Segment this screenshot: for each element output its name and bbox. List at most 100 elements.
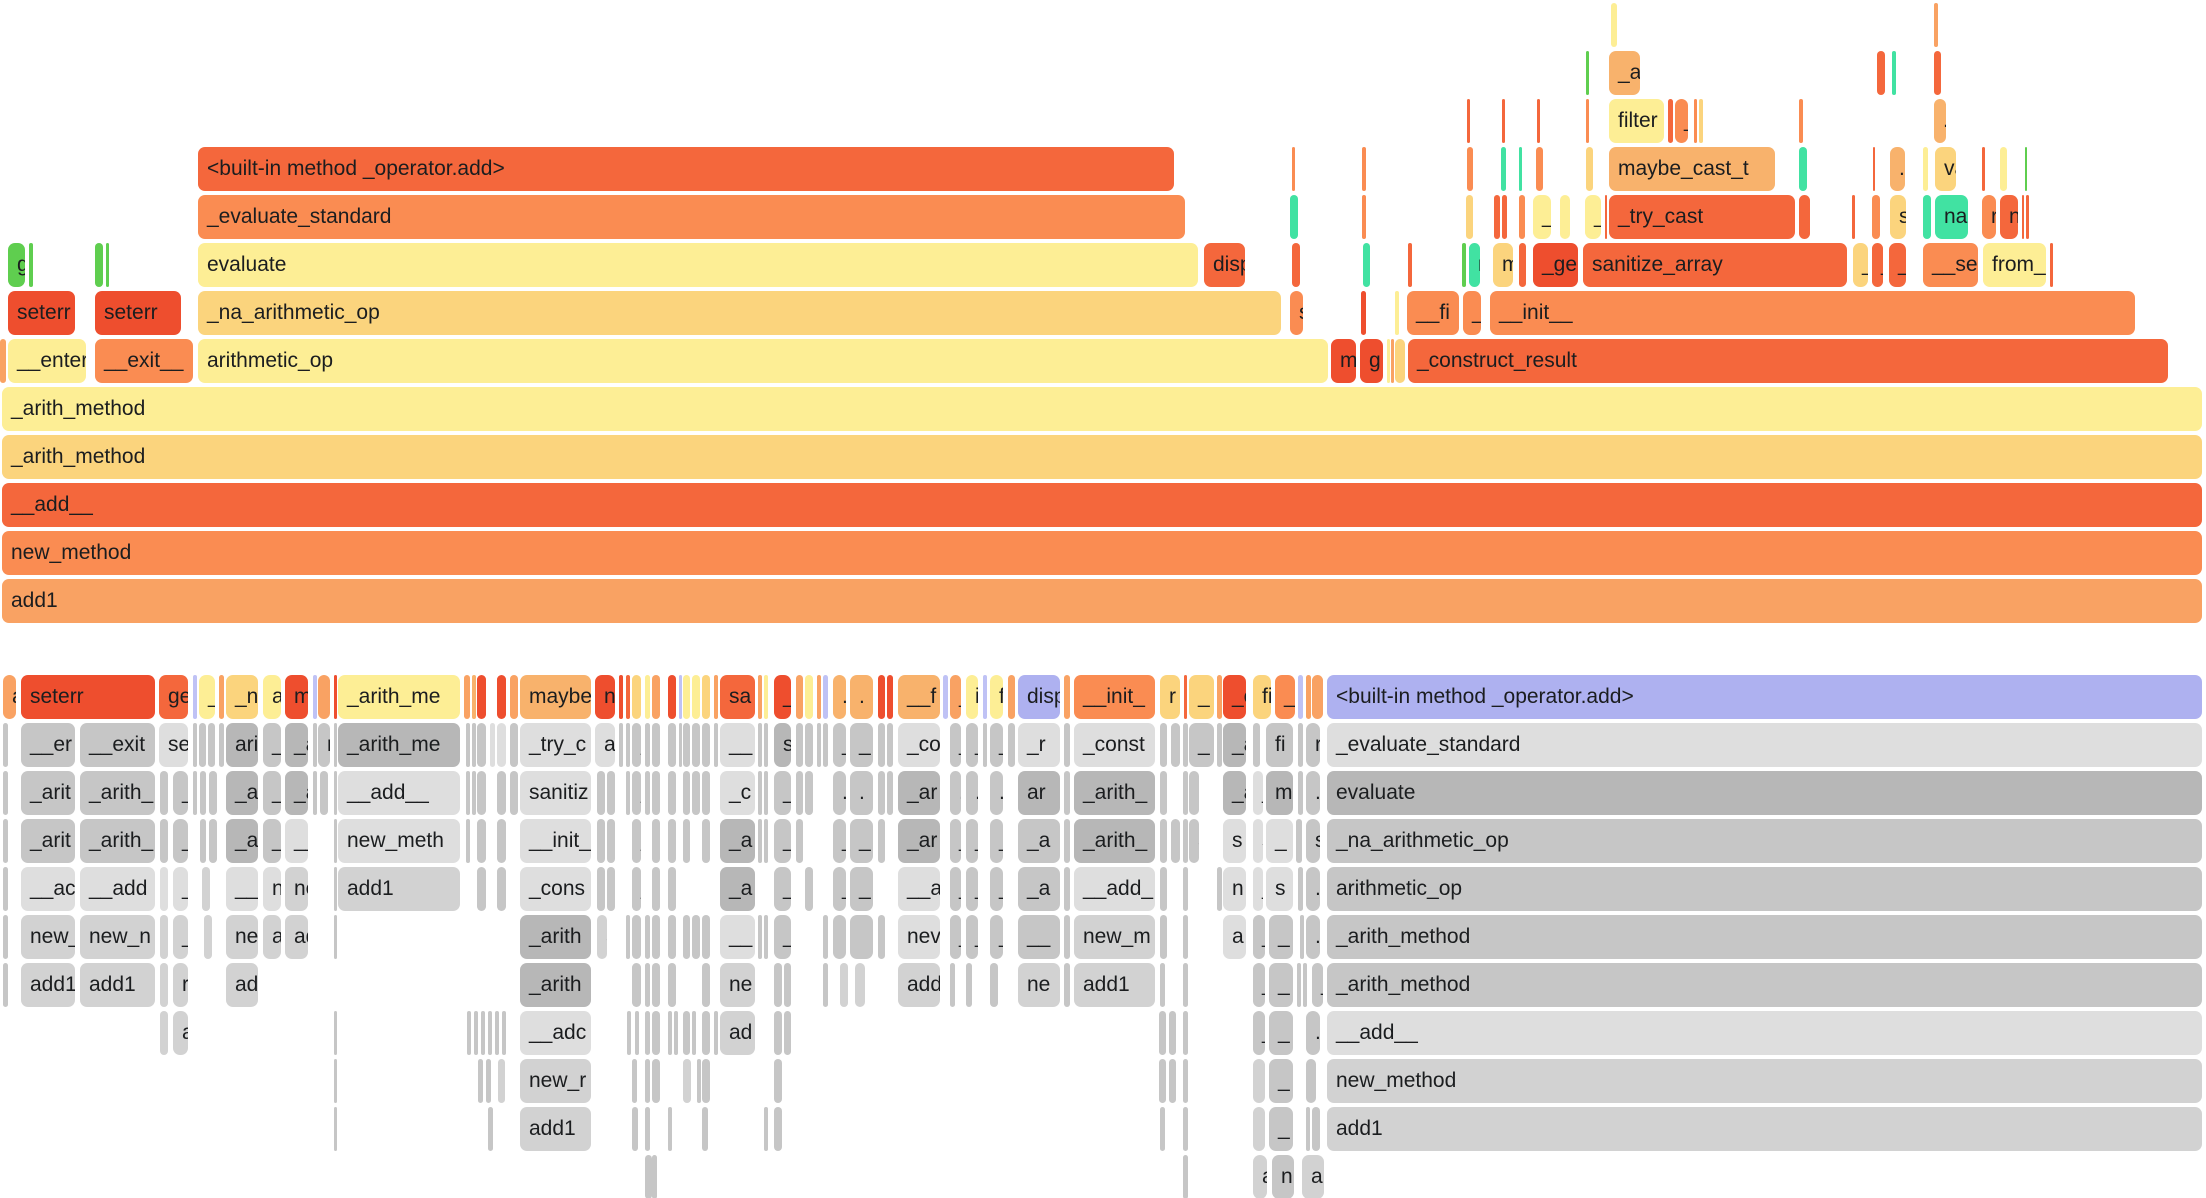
frame-add1[interactable]: add1 — [1327, 1107, 2202, 1151]
frame-block[interactable] — [1466, 195, 1473, 239]
frame-_[interactable]: _ — [774, 771, 791, 815]
frame-a[interactable]: a — [597, 915, 607, 959]
frame-s[interactable]: s — [1890, 195, 1906, 239]
frame-block[interactable] — [702, 675, 710, 719]
frame-block[interactable] — [645, 915, 650, 959]
frame-_na_arithmetic_op[interactable]: _na_arithmetic_op — [198, 291, 1281, 335]
frame-n[interactable]: n — [1189, 771, 1199, 815]
frame-a[interactable]: a — [1253, 1155, 1267, 1198]
frame-_arith[interactable]: _arith — [520, 915, 591, 959]
frame-block[interactable] — [758, 675, 762, 719]
frame-block[interactable] — [833, 915, 846, 959]
frame-new_n[interactable]: new_n — [80, 915, 155, 959]
frame-block[interactable] — [1536, 147, 1543, 191]
frame-__add__[interactable]: __add__ — [2, 483, 2202, 527]
frame-_a[interactable]: _a — [720, 867, 755, 911]
frame-block[interactable] — [1217, 675, 1222, 719]
frame-block[interactable] — [1183, 819, 1188, 863]
frame-r[interactable]: r — [202, 867, 210, 911]
frame-_arith_[interactable]: _arith_ — [80, 819, 155, 863]
frame-_arith_method[interactable]: _arith_method — [2, 387, 2202, 431]
frame-block[interactable] — [472, 771, 476, 815]
frame-block[interactable] — [683, 771, 690, 815]
frame-block[interactable] — [1699, 99, 1703, 143]
frame-arithmetic_op[interactable]: arithmetic_op — [1327, 867, 2202, 911]
frame-block[interactable] — [193, 723, 197, 767]
frame-block[interactable] — [697, 1059, 701, 1103]
frame-_a[interactable]: _a — [226, 771, 258, 815]
frame-block[interactable] — [774, 963, 782, 1007]
frame-block[interactable] — [683, 819, 690, 863]
frame-_c[interactable]: _c — [1223, 675, 1246, 719]
frame-block[interactable] — [1586, 51, 1589, 95]
frame-block[interactable] — [1183, 771, 1188, 815]
frame-_[interactable]: _ — [632, 867, 641, 911]
frame-g[interactable]: g — [8, 243, 25, 287]
frame-__exit__[interactable]: __exit__ — [95, 339, 193, 383]
frame-_a[interactable]: _a — [1609, 51, 1640, 95]
frame-__a[interactable]: __a — [898, 867, 940, 911]
frame-add1[interactable]: add1 — [520, 1107, 591, 1151]
frame-block[interactable] — [668, 771, 676, 815]
frame-block[interactable] — [1160, 723, 1167, 767]
frame-block[interactable] — [1183, 963, 1188, 1007]
frame-block[interactable] — [1494, 195, 1500, 239]
frame-_[interactable]: _ — [950, 723, 961, 767]
frame-block[interactable] — [632, 1107, 638, 1151]
frame-block[interactable] — [3, 867, 8, 911]
frame-block[interactable] — [106, 243, 109, 287]
frame-r[interactable]: r — [160, 963, 168, 1007]
frame-block[interactable] — [652, 723, 660, 767]
frame-block[interactable] — [702, 963, 710, 1007]
frame-block[interactable] — [850, 915, 873, 959]
frame-_ar[interactable]: _ar — [898, 771, 940, 815]
frame-block[interactable] — [334, 915, 337, 959]
frame-_a[interactable]: _a — [1223, 723, 1246, 767]
frame-block[interactable] — [645, 771, 650, 815]
frame-__init_[interactable]: __init_ — [520, 819, 591, 863]
frame-_[interactable]: _ — [160, 819, 168, 863]
frame-block[interactable] — [702, 1107, 708, 1151]
frame-block[interactable] — [619, 675, 623, 719]
frame-block[interactable] — [1892, 51, 1896, 95]
frame-.[interactable]: . — [683, 675, 690, 719]
frame-block[interactable] — [313, 675, 317, 719]
frame-block[interactable] — [1799, 99, 1803, 143]
frame-block[interactable] — [702, 1011, 710, 1055]
frame-block[interactable] — [1611, 3, 1617, 47]
frame-_[interactable]: _ — [833, 723, 846, 767]
frame-block[interactable] — [668, 915, 676, 959]
frame-maybe[interactable]: maybe — [520, 675, 591, 719]
frame-a[interactable]: a — [1302, 1155, 1324, 1198]
frame-_[interactable]: _ — [1189, 675, 1214, 719]
frame-block[interactable] — [632, 1059, 637, 1103]
frame-_[interactable]: _ — [160, 771, 168, 815]
frame-block[interactable] — [1872, 195, 1880, 239]
frame-block[interactable] — [1934, 3, 1938, 47]
frame-block[interactable] — [1064, 771, 1070, 815]
frame-block[interactable] — [1171, 819, 1180, 863]
frame-_[interactable]: _ — [1266, 819, 1293, 863]
frame-__f[interactable]: __f — [898, 675, 940, 719]
frame-__adc[interactable]: __adc — [520, 1011, 591, 1055]
frame-_[interactable]: _ — [774, 819, 791, 863]
frame-block[interactable] — [714, 675, 718, 719]
frame-__[interactable]: __ — [720, 723, 755, 767]
frame-block[interactable] — [645, 675, 650, 719]
frame-__init__[interactable]: __init__ — [1490, 291, 2135, 335]
frame-block[interactable] — [477, 723, 486, 767]
frame-r[interactable]: r — [318, 723, 330, 767]
frame-block[interactable] — [796, 819, 803, 863]
frame-block[interactable] — [950, 963, 955, 1007]
frame-block[interactable] — [784, 963, 791, 1007]
frame-a[interactable]: a — [805, 771, 813, 815]
frame-block[interactable] — [1395, 291, 1399, 335]
frame-block[interactable] — [1502, 195, 1507, 239]
frame-block[interactable] — [1519, 147, 1522, 191]
frame-block[interactable] — [466, 723, 470, 767]
frame-__[interactable]: __ — [226, 867, 258, 911]
frame-block[interactable] — [3, 915, 8, 959]
frame-block[interactable] — [477, 819, 486, 863]
frame-block[interactable] — [1312, 675, 1323, 719]
frame-block[interactable] — [607, 867, 615, 911]
